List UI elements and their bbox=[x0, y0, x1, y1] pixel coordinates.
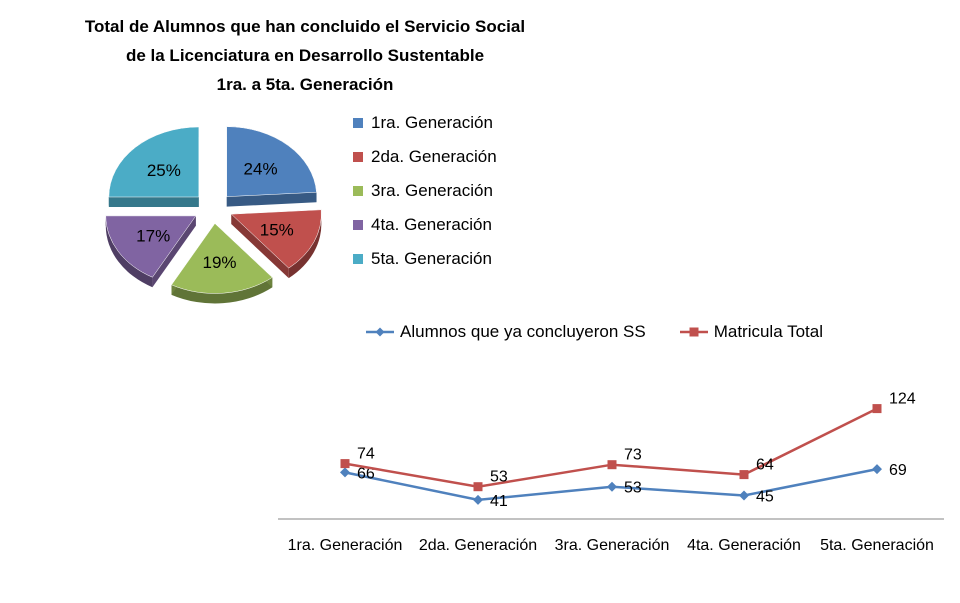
pie-legend-label: 4ta. Generación bbox=[371, 215, 492, 234]
pie-legend-label: 1ra. Generación bbox=[371, 113, 493, 132]
square-marker-icon bbox=[679, 327, 708, 337]
data-point bbox=[872, 404, 882, 414]
data-point bbox=[607, 481, 617, 492]
pie-data-label: 19% bbox=[203, 253, 237, 272]
pie-chart: 24% 25% 15% 17% 19% bbox=[105, 126, 322, 304]
pie-slice-top bbox=[226, 126, 317, 197]
pie-slice-wall bbox=[231, 214, 289, 279]
title-line-3: 1ra. a 5ta. Generación bbox=[216, 75, 394, 94]
data-label: 53 bbox=[624, 480, 642, 497]
x-tick-label: 1ra. Generación bbox=[288, 537, 403, 554]
pie-legend-label: 5ta. Generación bbox=[371, 249, 492, 268]
pie-data-label: 25% bbox=[147, 161, 181, 180]
x-tick-label: 3ra. Generación bbox=[555, 537, 670, 554]
line-legend-item: Matricula Total bbox=[679, 322, 823, 342]
data-label: 41 bbox=[490, 493, 508, 510]
pie-legend-item: 5ta. Generación bbox=[353, 242, 497, 276]
x-tick-label: 4ta. Generación bbox=[687, 537, 801, 554]
data-label: 73 bbox=[624, 447, 642, 464]
pie-slice-side bbox=[105, 215, 153, 288]
x-tick-label: 5ta. Generación bbox=[820, 537, 934, 554]
legend-swatch bbox=[353, 254, 363, 264]
data-point bbox=[872, 464, 882, 475]
data-point bbox=[607, 460, 617, 470]
data-point bbox=[340, 467, 350, 478]
pie-slice-top bbox=[108, 126, 200, 198]
pie-slice-wall bbox=[108, 197, 199, 208]
line-legend-label: Matricula Total bbox=[713, 322, 823, 341]
data-point bbox=[473, 494, 483, 505]
pie-legend-label: 2da. Generación bbox=[371, 147, 497, 166]
legend-swatch bbox=[353, 220, 363, 230]
pie-legend-label: 3ra. Generación bbox=[371, 181, 493, 200]
pie-slice-top bbox=[230, 209, 322, 269]
pie-legend-item: 1ra. Generación bbox=[353, 106, 497, 140]
data-label: 124 bbox=[889, 391, 916, 408]
pie-slice-side bbox=[171, 277, 273, 304]
pie-legend-item: 4ta. Generación bbox=[353, 208, 497, 242]
pie-slice-wall bbox=[226, 192, 317, 207]
data-label: 45 bbox=[756, 489, 774, 506]
data-label: 53 bbox=[490, 469, 508, 486]
pie-data-label: 15% bbox=[260, 220, 294, 239]
data-label: 66 bbox=[357, 465, 375, 482]
pie-slice-wall bbox=[152, 215, 196, 288]
legend-swatch bbox=[353, 152, 363, 162]
pie-data-label: 17% bbox=[136, 227, 170, 246]
chart-title: Total de Alumnos que han concluido el Se… bbox=[20, 12, 590, 99]
pie-slice-top bbox=[105, 215, 197, 278]
pie-legend-item: 3ra. Generación bbox=[353, 174, 497, 208]
pie-slice: 25% bbox=[108, 126, 200, 208]
title-line-2: de la Licenciatura en Desarrollo Sustent… bbox=[125, 46, 485, 65]
line-legend-item: Alumnos que ya concluyeron SS bbox=[366, 322, 646, 342]
line-legend-label: Alumnos que ya concluyeron SS bbox=[400, 322, 646, 341]
line-legend: Alumnos que ya concluyeron SS Matricula … bbox=[366, 322, 857, 342]
data-label: 74 bbox=[357, 446, 375, 463]
pie-slice-side bbox=[288, 209, 322, 279]
pie-legend: 1ra. Generación 2da. Generación 3ra. Gen… bbox=[353, 106, 497, 276]
pie-slice: 19% bbox=[171, 223, 273, 304]
pie-legend-item: 2da. Generación bbox=[353, 140, 497, 174]
data-label: 69 bbox=[889, 462, 907, 479]
data-point bbox=[739, 490, 749, 501]
pie-slice: 17% bbox=[105, 215, 197, 288]
pie-data-label: 24% bbox=[244, 160, 278, 179]
data-point bbox=[473, 482, 483, 492]
title-line-1: Total de Alumnos que han concluido el Se… bbox=[84, 17, 526, 36]
x-tick-label: 2da. Generación bbox=[419, 537, 537, 554]
legend-swatch bbox=[353, 118, 363, 128]
pie-slice: 24% bbox=[226, 126, 317, 207]
data-point bbox=[739, 470, 749, 480]
data-label: 64 bbox=[756, 457, 774, 474]
data-point bbox=[340, 459, 350, 469]
pie-slice-top bbox=[171, 223, 273, 294]
pie-slice: 15% bbox=[230, 209, 322, 279]
diamond-marker-icon bbox=[366, 327, 394, 337]
legend-swatch bbox=[353, 186, 363, 196]
series-line bbox=[344, 407, 878, 488]
